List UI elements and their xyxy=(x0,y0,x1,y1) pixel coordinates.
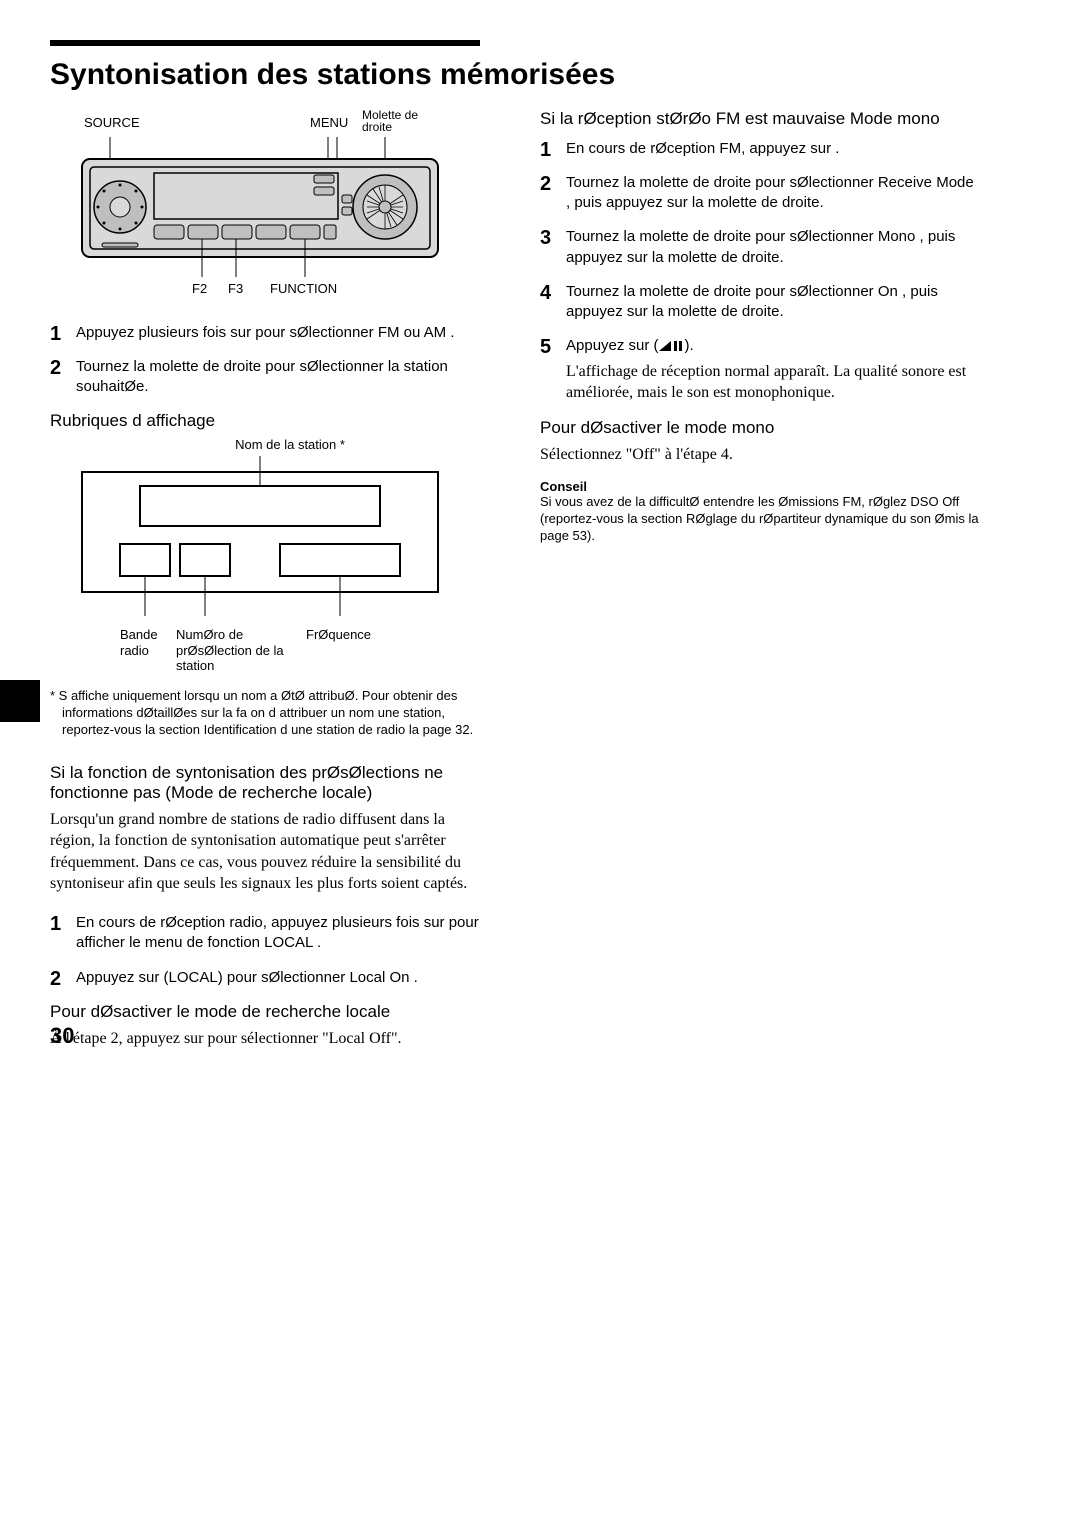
step-1: Appuyez plusieurs fois sur pour sØlectio… xyxy=(50,323,490,343)
local-paragraph: Lorsqu'un grand nombre de stations de ra… xyxy=(50,809,490,895)
display-footnote: * S affiche uniquement lorsqu un nom a Ø… xyxy=(50,688,490,739)
step-2: Tournez la molette de droite pour sØlect… xyxy=(50,357,490,398)
display-svg xyxy=(80,456,440,616)
mono-step-5: Appuyez sur ( ). L'affichage de réceptio… xyxy=(540,336,980,403)
page-edge-tab xyxy=(0,680,40,722)
label-menu: MENU xyxy=(310,115,348,130)
mono-step-5-text: Appuyez sur xyxy=(566,337,654,354)
display-diagram: Nom de la station * Bande radio NumØ xyxy=(80,437,440,674)
label-molette: Molette de droite xyxy=(362,109,432,134)
label-function: FUNCTION xyxy=(270,281,337,296)
left-column: SOURCE MENU Molette de droite xyxy=(50,109,490,1050)
label-source: SOURCE xyxy=(84,115,140,130)
display-top-label: Nom de la station * xyxy=(140,437,440,452)
tip-heading: Conseil xyxy=(540,479,980,494)
mono-step-1: En cours de rØception FM, appuyez sur . xyxy=(540,139,980,159)
mono-steps: En cours de rØception FM, appuyez sur . … xyxy=(540,139,980,404)
local-steps: En cours de rØception radio, appuyez plu… xyxy=(50,913,490,988)
caption-numero: NumØro de prØsØlection de la station xyxy=(176,627,286,674)
mono-off-body: Sélectionnez "Off" à l'étape 4. xyxy=(540,444,980,466)
local-step-2: Appuyez sur (LOCAL) pour sØlectionner Lo… xyxy=(50,968,490,988)
tip-body: Si vous avez de la difficultØ entendre l… xyxy=(540,494,980,545)
device-diagram: SOURCE MENU Molette de droite xyxy=(80,109,440,305)
play-pause-icon xyxy=(659,340,685,352)
mono-step-2: Tournez la molette de droite pour sØlect… xyxy=(540,173,980,214)
local-off-body: À l'étape 2, appuyez sur pour sélectionn… xyxy=(50,1028,490,1050)
caption-bande: Bande radio xyxy=(120,627,176,674)
rubriques-heading: Rubriques d affichage xyxy=(50,411,490,431)
device-svg xyxy=(80,137,440,277)
two-column-layout: SOURCE MENU Molette de droite xyxy=(50,109,1030,1050)
section-rule xyxy=(50,40,480,46)
mono-step-3: Tournez la molette de droite pour sØlect… xyxy=(540,227,980,268)
label-f2: F2 xyxy=(192,281,207,296)
label-f3: F3 xyxy=(228,281,243,296)
mono-heading: Si la rØception stØrØo FM est mauvaise M… xyxy=(540,109,980,129)
local-off-heading: Pour dØsactiver le mode de recherche loc… xyxy=(50,1002,490,1022)
local-step-1: En cours de rØception radio, appuyez plu… xyxy=(50,913,490,954)
caption-freq: FrØquence xyxy=(306,627,396,674)
mono-step-5-note: L'affichage de réception normal apparaît… xyxy=(566,361,980,404)
mono-off-heading: Pour dØsactiver le mode mono xyxy=(540,418,980,438)
mono-step-4: Tournez la molette de droite pour sØlect… xyxy=(540,282,980,323)
page-number: 30 xyxy=(50,1023,74,1049)
local-heading: Si la fonction de syntonisation des prØs… xyxy=(50,763,490,803)
main-steps: Appuyez plusieurs fois sur pour sØlectio… xyxy=(50,323,490,398)
page-title: Syntonisation des stations mémorisées xyxy=(50,58,1030,93)
right-column: Si la rØception stØrØo FM est mauvaise M… xyxy=(540,109,980,1050)
